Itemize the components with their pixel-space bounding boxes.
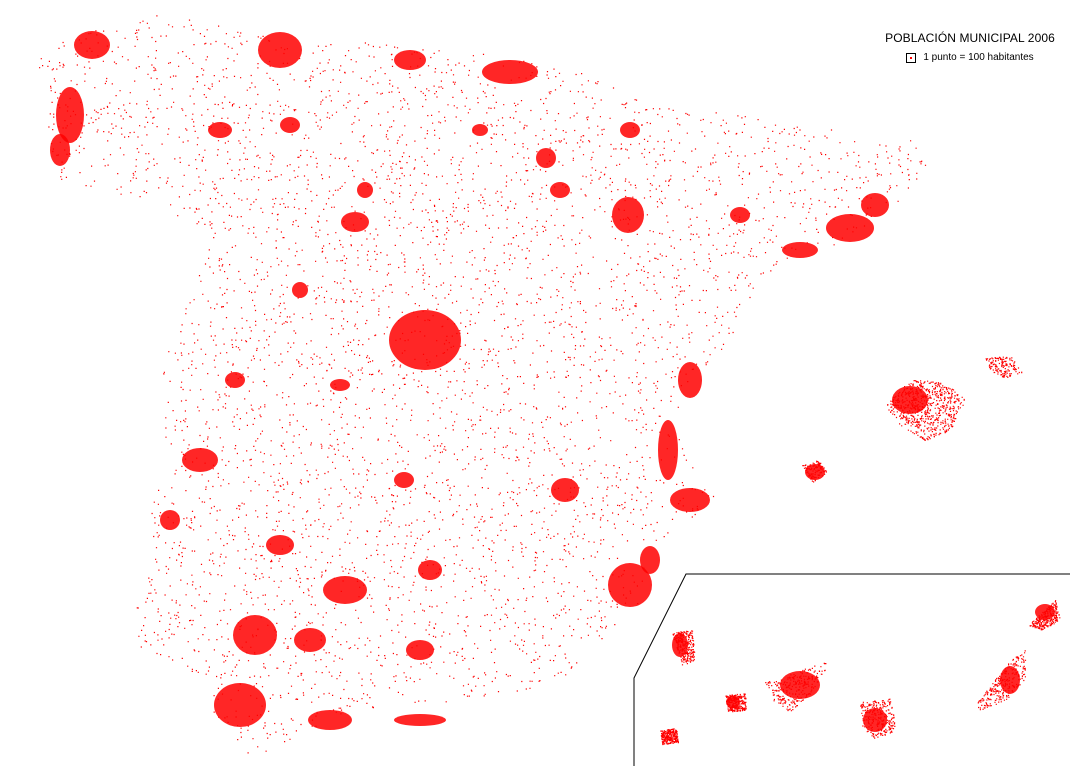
urban-cluster [608,563,652,607]
legend: POBLACIÓN MUNICIPAL 2006 1 punto = 100 h… [880,30,1060,64]
urban-cluster [1000,666,1020,694]
population-dots [39,15,1061,754]
urban-cluster [294,628,326,652]
urban-cluster [389,310,461,370]
urban-cluster [550,182,570,198]
urban-cluster [160,510,180,530]
urban-cluster [551,478,579,502]
urban-cluster [308,710,352,730]
urban-cluster [672,633,688,657]
urban-cluster [678,362,702,398]
urban-cluster [394,50,426,70]
urban-cluster [341,212,369,232]
legend-item-label: 1 punto = 100 habitantes [923,52,1034,63]
urban-cluster [214,683,266,727]
canarias-inset-frame [633,573,1070,766]
urban-cluster [892,386,928,414]
urban-cluster [620,122,640,138]
urban-cluster [730,207,750,223]
urban-cluster [782,242,818,258]
urban-cluster [612,197,644,233]
urban-cluster [780,671,820,699]
urban-cluster [323,576,367,604]
urban-cluster [658,420,678,480]
urban-cluster [861,193,889,217]
urban-cluster [56,87,84,143]
urban-cluster [1035,604,1055,620]
city-cluster-layer [50,31,1055,732]
urban-cluster [640,546,660,574]
urban-cluster [394,472,414,488]
urban-cluster [394,714,446,726]
urban-cluster [208,122,232,138]
urban-cluster [280,117,300,133]
urban-cluster [258,32,302,68]
map-title: POBLACIÓN MUNICIPAL 2006 [885,31,1055,45]
urban-cluster [482,60,538,84]
urban-cluster [330,379,350,391]
urban-cluster [233,615,277,655]
dot-swatch-icon [906,53,917,63]
urban-cluster [536,148,556,168]
urban-cluster [418,560,442,580]
urban-cluster [357,182,373,198]
urban-cluster [182,448,218,472]
urban-cluster [826,214,874,242]
urban-cluster [726,696,740,708]
urban-cluster [292,282,308,298]
urban-cluster [225,372,245,388]
urban-cluster [266,535,294,555]
dot-layer [39,15,1061,754]
urban-cluster [670,488,710,512]
urban-cluster [805,464,825,480]
urban-cluster [50,134,70,166]
urban-cluster [863,708,887,732]
legend-item: 1 punto = 100 habitantes [880,52,1060,64]
urban-cluster [406,640,434,660]
urban-cluster [74,31,110,59]
urban-cluster [472,124,488,136]
